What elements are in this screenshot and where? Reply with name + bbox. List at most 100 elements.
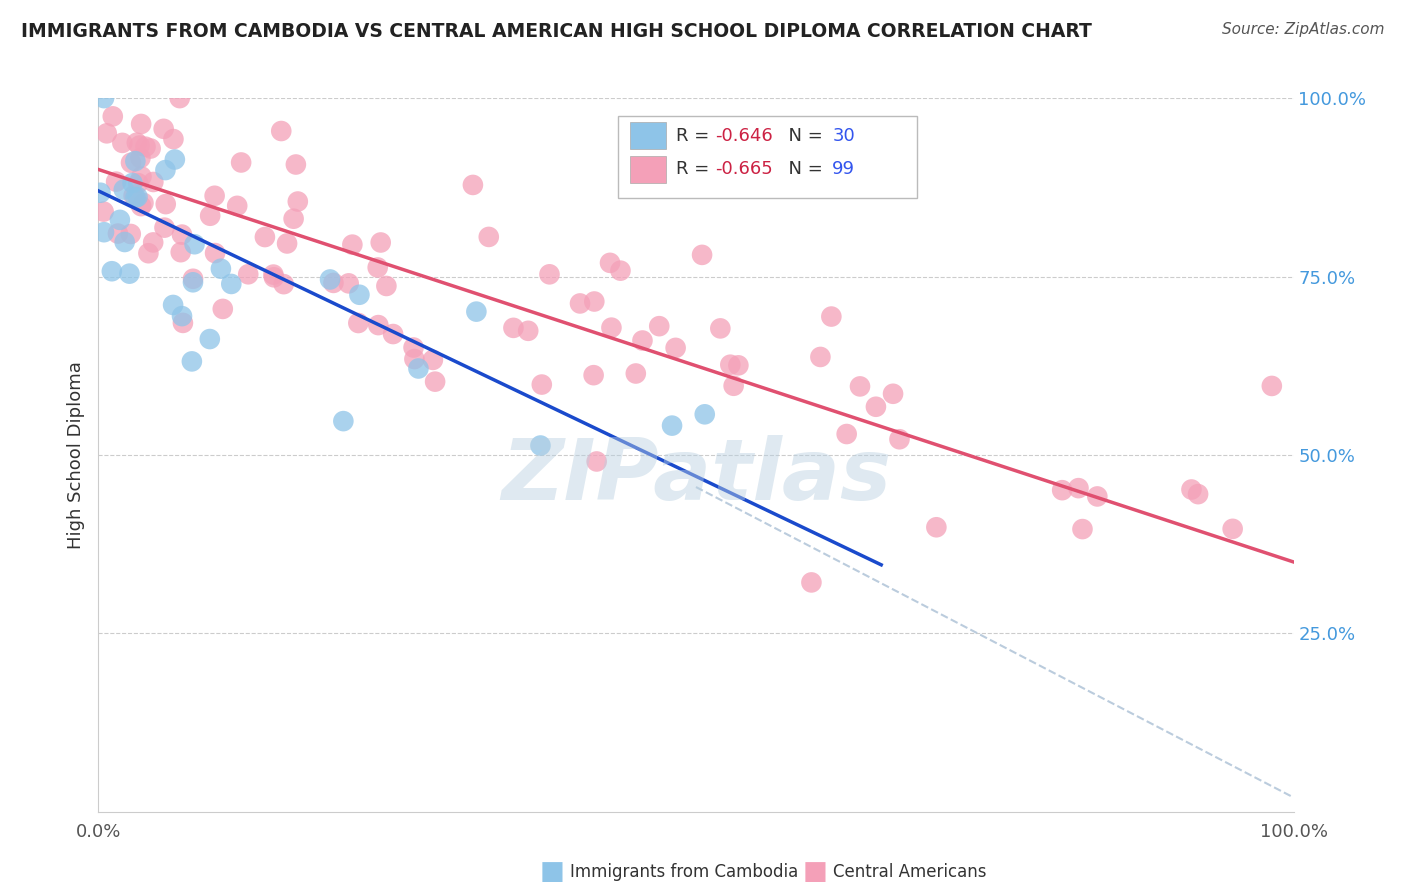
Point [661, 418, 683, 433]
Point [370, 235, 392, 250]
Point [221, 277, 243, 291]
Point [461, 178, 484, 192]
Point [889, 432, 911, 446]
Point [1180, 483, 1202, 497]
Point [128, 138, 150, 153]
Point [529, 438, 551, 452]
FancyBboxPatch shape [630, 156, 666, 183]
Point [332, 414, 354, 428]
Point [127, 176, 149, 190]
Point [142, 235, 165, 250]
Text: N =: N = [778, 127, 828, 145]
Text: N =: N = [778, 161, 828, 178]
Point [152, 121, 174, 136]
Point [648, 319, 671, 334]
Point [253, 230, 276, 244]
Point [1071, 522, 1094, 536]
Text: ■: ■ [540, 859, 565, 886]
Point [517, 324, 540, 338]
Point [129, 117, 152, 131]
Point [665, 341, 688, 355]
Point [96, 126, 118, 140]
Point [273, 277, 295, 292]
Point [263, 270, 285, 285]
Point [170, 245, 193, 260]
Point [105, 175, 128, 189]
Point [599, 256, 621, 270]
FancyBboxPatch shape [630, 122, 666, 150]
Point [465, 304, 488, 318]
Point [276, 236, 298, 251]
Point [322, 276, 344, 290]
Point [120, 155, 142, 169]
Point [270, 124, 292, 138]
Point [204, 246, 226, 260]
Point [865, 400, 887, 414]
Point [198, 209, 221, 223]
Point [1187, 487, 1209, 501]
Point [204, 188, 226, 202]
Point [107, 227, 129, 241]
Point [111, 136, 134, 150]
Point [690, 248, 713, 262]
Point [718, 358, 741, 372]
Point [631, 334, 654, 348]
Point [810, 350, 832, 364]
Point [231, 155, 253, 169]
Text: R =: R = [676, 127, 714, 145]
Point [287, 194, 309, 209]
Point [693, 407, 716, 421]
Point [820, 310, 842, 324]
FancyBboxPatch shape [619, 116, 917, 198]
Point [209, 261, 232, 276]
Point [131, 169, 153, 184]
Point [93, 204, 115, 219]
Text: R =: R = [676, 161, 714, 178]
Text: Central Americans: Central Americans [834, 863, 987, 881]
Text: IMMIGRANTS FROM CAMBODIA VS CENTRAL AMERICAN HIGH SCHOOL DIPLOMA CORRELATION CHA: IMMIGRANTS FROM CAMBODIA VS CENTRAL AMER… [21, 22, 1092, 41]
Point [337, 277, 360, 291]
Point [162, 132, 184, 146]
Point [238, 267, 260, 281]
Point [125, 136, 148, 150]
Point [402, 341, 425, 355]
Point [114, 235, 136, 249]
Point [124, 191, 146, 205]
Point [211, 301, 233, 316]
Y-axis label: High School Diploma: High School Diploma [66, 361, 84, 549]
Point [181, 275, 204, 289]
Point [530, 377, 553, 392]
Point [600, 320, 623, 334]
Point [925, 520, 948, 534]
Point [183, 237, 205, 252]
Point [1222, 522, 1244, 536]
Text: -0.665: -0.665 [716, 161, 773, 178]
Point [1085, 490, 1108, 504]
Point [375, 279, 398, 293]
Point [319, 272, 342, 286]
Point [139, 141, 162, 155]
Point [835, 427, 858, 442]
Point [172, 316, 194, 330]
Point [101, 109, 124, 123]
Point [162, 298, 184, 312]
Point [408, 361, 430, 376]
Point [198, 332, 221, 346]
Point [169, 91, 191, 105]
Point [882, 386, 904, 401]
Point [180, 354, 202, 368]
Point [367, 260, 389, 275]
Point [583, 294, 606, 309]
Point [478, 230, 501, 244]
Text: 30: 30 [832, 127, 855, 145]
Point [382, 326, 405, 341]
Text: -0.646: -0.646 [716, 127, 773, 145]
Point [134, 139, 156, 153]
Point [129, 151, 152, 165]
Text: ■: ■ [803, 859, 828, 886]
Point [538, 268, 561, 282]
Point [367, 318, 389, 332]
Point [129, 199, 152, 213]
Point [170, 309, 193, 323]
Point [609, 263, 631, 277]
